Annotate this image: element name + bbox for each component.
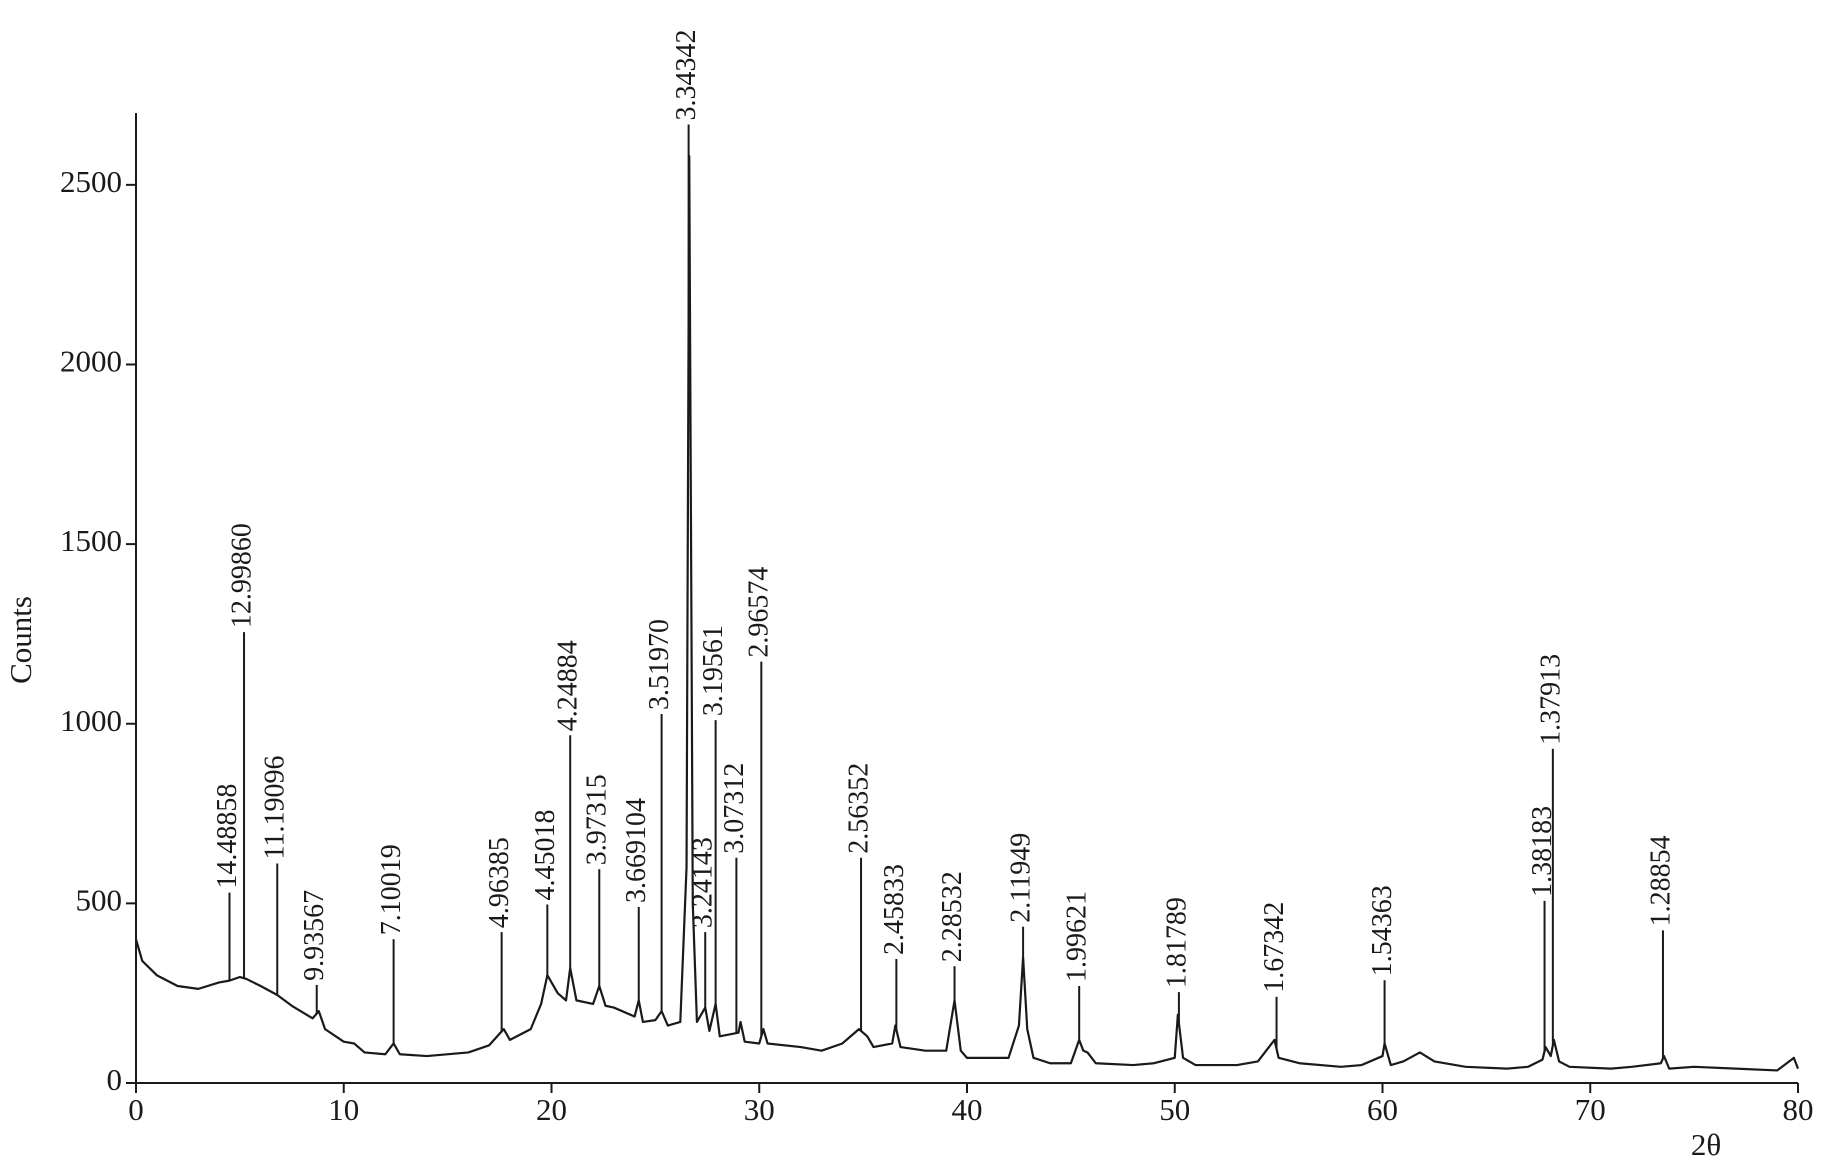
y-tick-label: 2500 [60,164,122,199]
annotation-label: 2.96574 [744,567,775,658]
annotation-label: 11.19096 [260,756,291,860]
x-tick-label: 70 [1575,1092,1606,1127]
annotation-label: 1.28854 [1645,835,1676,926]
x-tick-label: 10 [328,1092,359,1127]
y-tick-label: 500 [76,882,123,917]
annotation-label: 1.37913 [1535,654,1566,745]
x-axis-label: 2θ [1691,1127,1721,1162]
annotation-label: 3.34342 [671,29,702,120]
annotation-label: 4.45018 [530,809,561,900]
diffraction-trace [134,155,1800,1072]
annotation-label: 3.669104 [621,798,652,903]
x-tick-label: 60 [1367,1092,1398,1127]
annotation-label: 2.11949 [1006,833,1037,923]
annotation-label: 3.07312 [719,763,750,854]
annotation-label: 2.28532 [937,871,968,962]
annotation-label: 4.24884 [553,640,584,731]
x-tick-label: 50 [1159,1092,1190,1127]
x-tick-label: 20 [536,1092,567,1127]
y-tick-label: 0 [107,1062,123,1097]
annotation-label: 1.67342 [1259,902,1290,993]
x-tick-label: 80 [1783,1092,1814,1127]
x-tick-label: 0 [128,1092,144,1127]
annotation-label: 9.93567 [299,890,330,981]
annotation-label: 3.24143 [688,837,719,928]
annotation-label: 1.81789 [1161,897,1192,988]
y-tick-label: 1000 [60,703,122,738]
annotation-label: 14.48858 [212,784,243,889]
y-tick-label: 2000 [60,344,122,379]
annotation-label: 1.54363 [1367,885,1398,976]
annotation-label: 12.99860 [226,523,257,628]
annotation-label: 1.99621 [1062,891,1093,982]
y-axis-label: Counts [3,596,38,684]
annotation-label: 7.10019 [376,844,407,935]
annotation-label: 2.56352 [843,763,874,854]
annotation-label: 3.97315 [582,774,613,865]
annotation-label: 3.51970 [644,619,675,710]
annotation-label: 3.19561 [698,625,729,716]
x-tick-label: 30 [744,1092,775,1127]
annotation-label: 2.45833 [879,864,910,955]
annotation-label: 4.96385 [484,837,515,928]
y-tick-label: 1500 [60,523,122,558]
x-tick-label: 40 [952,1092,983,1127]
